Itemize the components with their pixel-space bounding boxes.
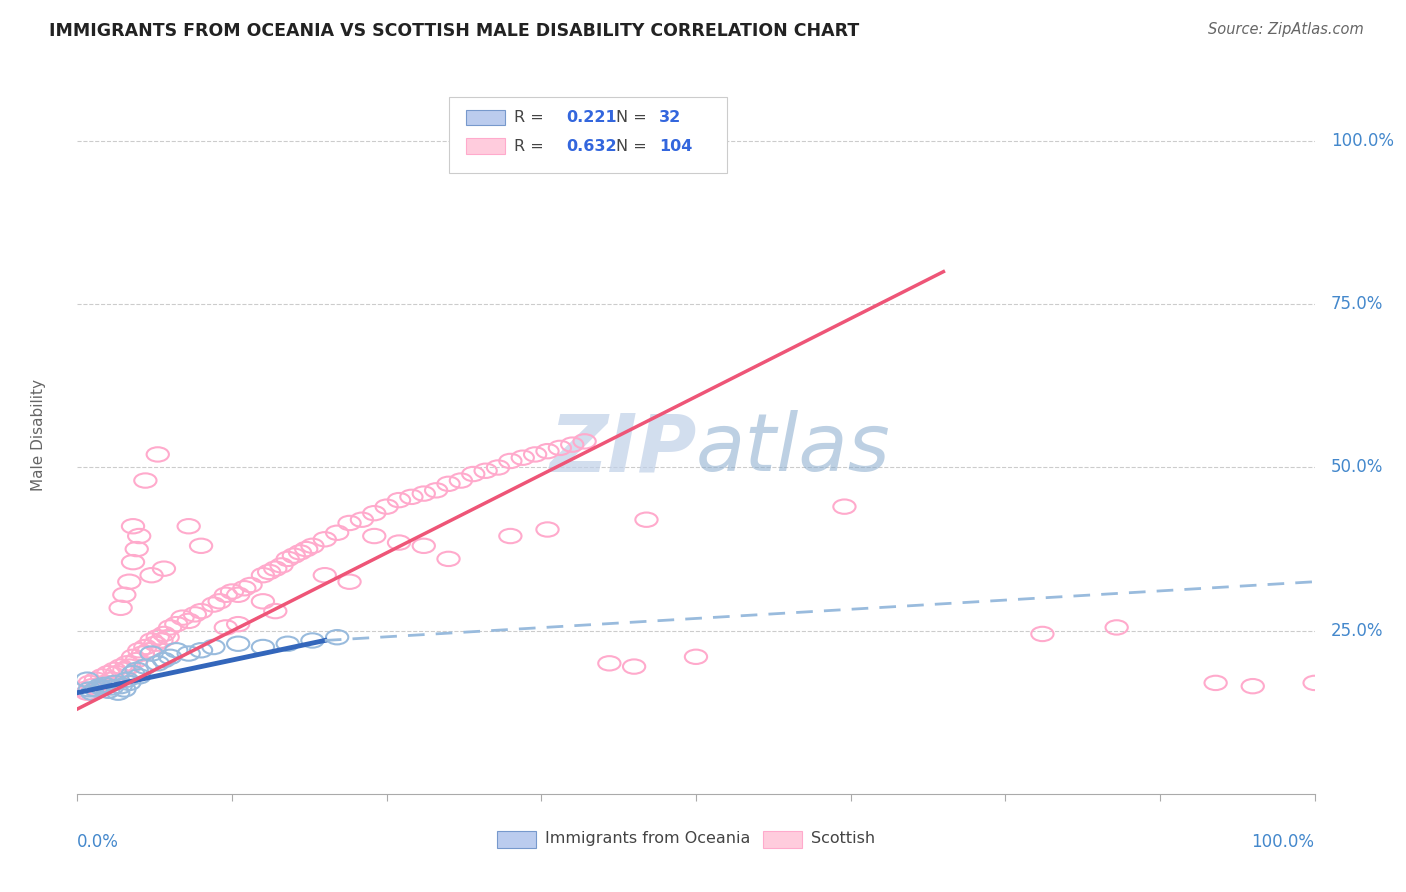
Text: 0.632: 0.632 [567,138,617,153]
Text: Male Disability: Male Disability [31,379,46,491]
Text: 0.221: 0.221 [567,110,617,125]
Text: N =: N = [616,110,651,125]
Text: 25.0%: 25.0% [1330,622,1384,640]
Text: N =: N = [616,138,651,153]
Text: 75.0%: 75.0% [1330,295,1384,313]
Text: 100.0%: 100.0% [1251,833,1315,851]
Text: 104: 104 [659,138,692,153]
Text: Scottish: Scottish [811,831,875,846]
Text: atlas: atlas [696,410,891,488]
FancyBboxPatch shape [449,97,727,173]
Text: R =: R = [515,138,548,153]
Text: ZIP: ZIP [548,410,696,488]
Text: 50.0%: 50.0% [1330,458,1384,476]
Text: 100.0%: 100.0% [1330,132,1393,150]
Text: Source: ZipAtlas.com: Source: ZipAtlas.com [1208,22,1364,37]
FancyBboxPatch shape [763,831,803,848]
FancyBboxPatch shape [465,110,505,126]
Text: 0.0%: 0.0% [77,833,120,851]
FancyBboxPatch shape [465,138,505,154]
Text: R =: R = [515,110,548,125]
FancyBboxPatch shape [496,831,536,848]
Text: IMMIGRANTS FROM OCEANIA VS SCOTTISH MALE DISABILITY CORRELATION CHART: IMMIGRANTS FROM OCEANIA VS SCOTTISH MALE… [49,22,859,40]
Text: Immigrants from Oceania: Immigrants from Oceania [546,831,751,846]
Text: 32: 32 [659,110,681,125]
